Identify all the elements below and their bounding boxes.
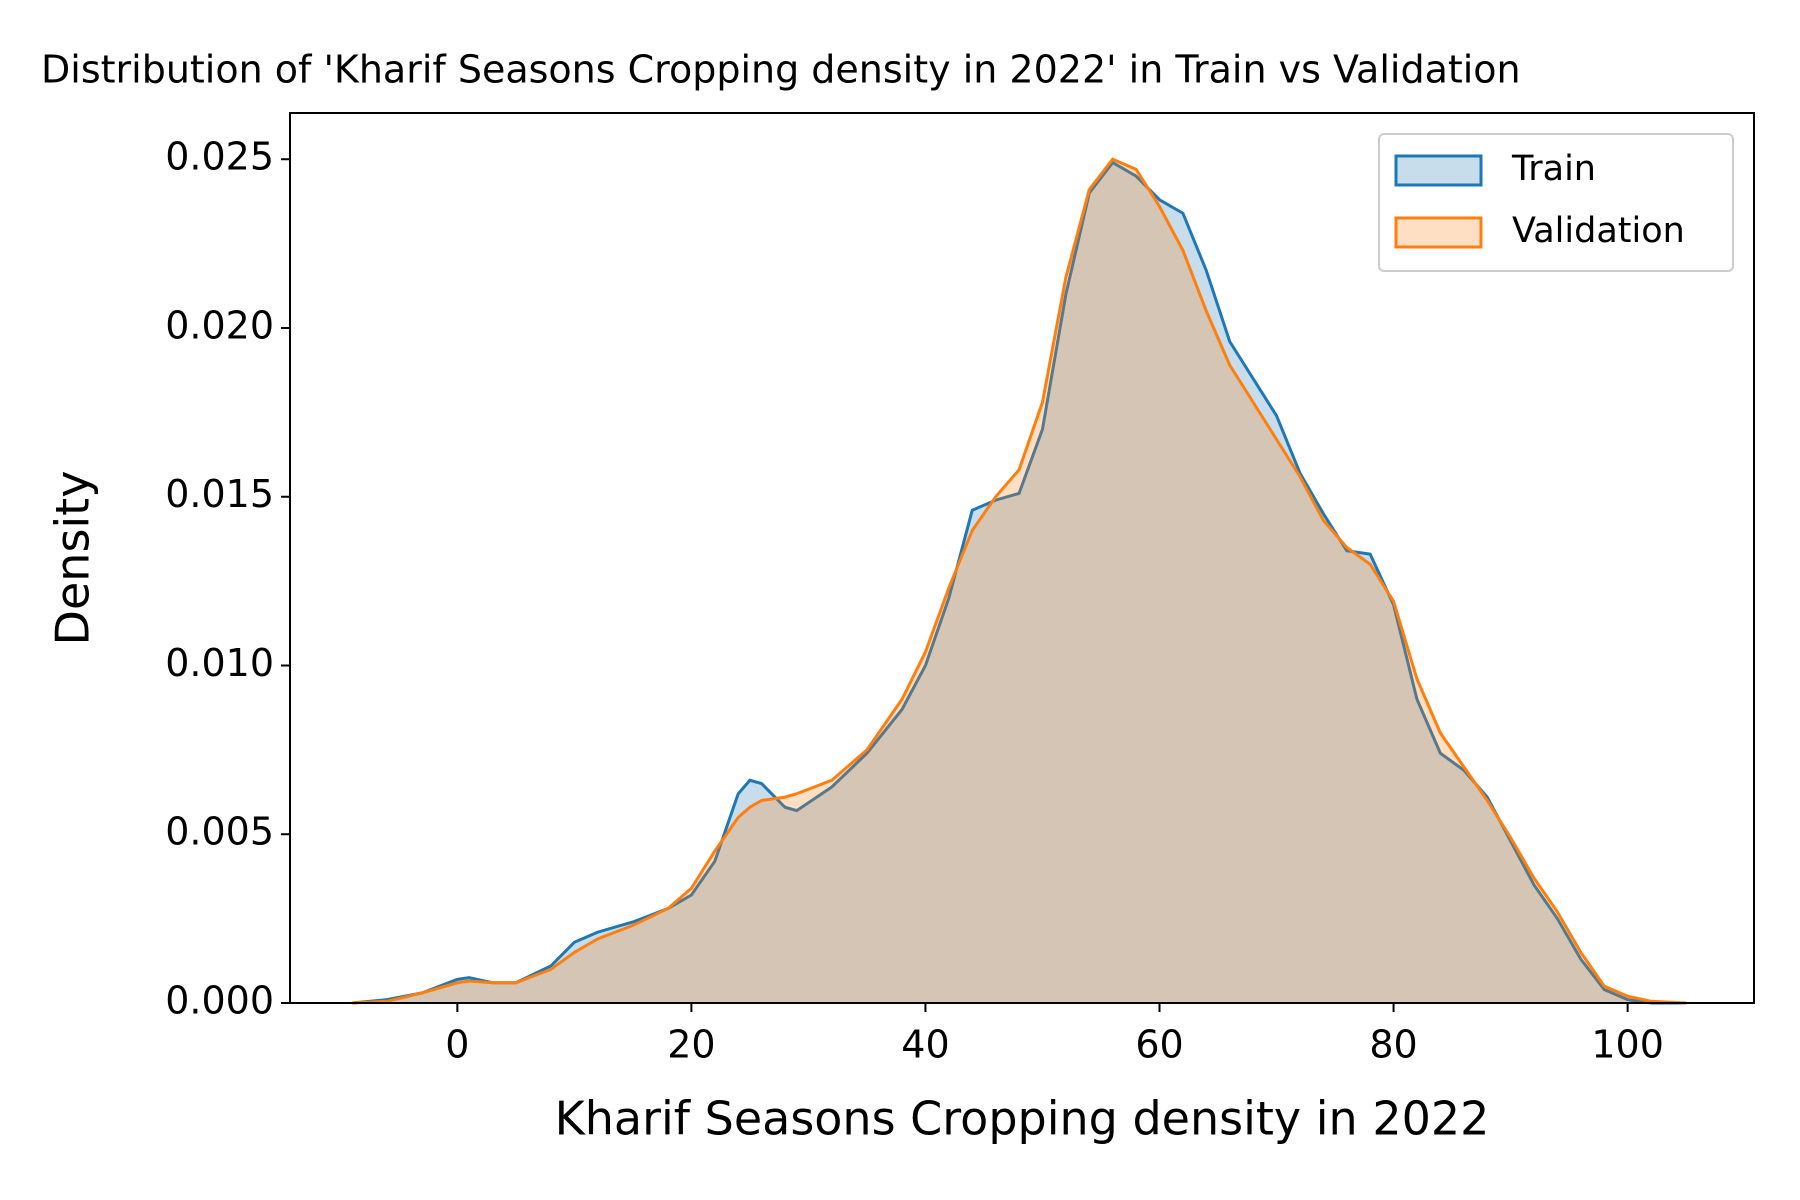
density-line xyxy=(351,160,1687,1005)
x-tick-label: 0 xyxy=(445,1023,469,1067)
x-tick-label: 20 xyxy=(667,1023,715,1067)
y-tick-label: 0.010 xyxy=(165,641,274,685)
chart-title: Distribution of 'Kharif Seasons Cropping… xyxy=(41,48,1521,92)
y-tick-label: 0.015 xyxy=(165,472,274,516)
density-line xyxy=(351,157,1687,1005)
density-area xyxy=(352,162,1687,1004)
x-tick-label: 40 xyxy=(901,1023,949,1067)
x-tick-label: 80 xyxy=(1369,1023,1417,1067)
x-axis-label: Kharif Seasons Cropping density in 2022 xyxy=(555,1092,1490,1146)
legend-label: Train xyxy=(1511,149,1596,189)
x-tick-label: 60 xyxy=(1135,1023,1183,1067)
legend-box xyxy=(1378,133,1734,272)
y-tick-label: 0.005 xyxy=(165,810,274,854)
x-tick-label: 100 xyxy=(1591,1023,1664,1067)
y-tick-label: 0.025 xyxy=(165,135,274,179)
plot-frame xyxy=(289,112,1755,1004)
legend-label: Validation xyxy=(1512,211,1685,251)
y-axis-label: Density xyxy=(46,471,100,646)
density-area xyxy=(352,159,1687,1004)
y-tick-label: 0.020 xyxy=(165,303,274,347)
y-tick-label: 0.000 xyxy=(165,979,274,1023)
legend-patch xyxy=(1394,154,1483,187)
legend-patch xyxy=(1394,216,1483,249)
